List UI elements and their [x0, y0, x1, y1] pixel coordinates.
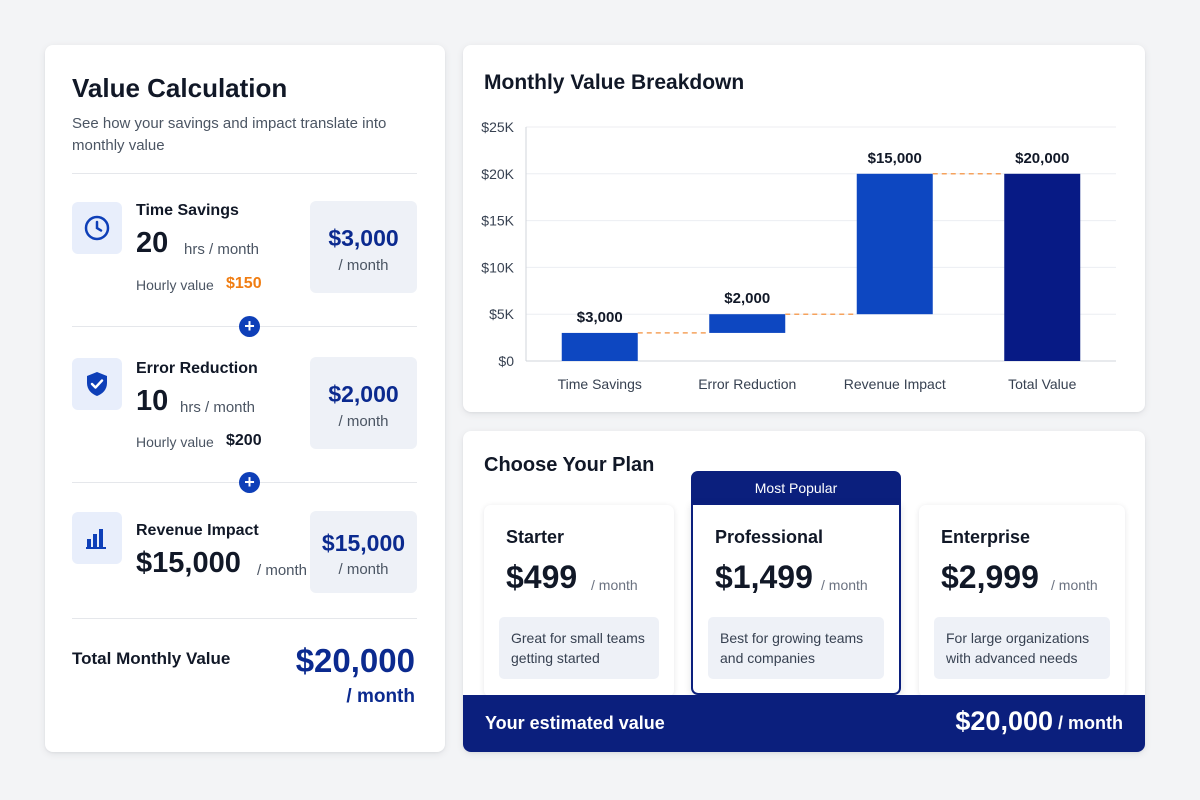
plan-price: $499 [506, 559, 578, 595]
choose-plan-card: Choose Your Plan Starter $499 / month Gr… [463, 431, 1145, 752]
plan-price: $2,999 [941, 559, 1039, 595]
plan-starter[interactable]: Starter $499 / month Great for small tea… [484, 505, 674, 697]
y-tick-label: $15K [481, 213, 514, 229]
plan-price-per: / month [821, 577, 868, 593]
plan-description: For large organizations with advanced ne… [934, 617, 1110, 679]
estimated-value-per: / month [1058, 713, 1123, 733]
plus-icon: + [239, 472, 260, 493]
x-tick-label: Revenue Impact [844, 376, 946, 392]
revenue-impact-unit: / month [257, 562, 308, 579]
y-tick-label: $0 [498, 353, 514, 369]
data-label: $20,000 [1015, 150, 1069, 167]
monthly-value-breakdown-card: Monthly Value Breakdown $0 $5K $10K $15K $20… [463, 45, 1145, 412]
y-tick-label: $25K [481, 119, 514, 135]
revenue-impact-value: $15,000 [321, 530, 406, 556]
revenue-impact-amount: $15,000 [136, 547, 241, 579]
error-reduction-icon-box [72, 358, 122, 410]
value-calculation-card: Value Calculation See how your savings a… [45, 45, 445, 752]
error-reduction-value: $2,000 [328, 381, 399, 407]
plan-price-per: / month [1051, 577, 1098, 593]
error-reduction-value-per: / month [338, 413, 389, 430]
total-monthly-value-label: Total Monthly Value [72, 649, 231, 668]
time-savings-value-per: / month [338, 257, 389, 274]
error-reduction-rate-label: Hourly value [136, 434, 214, 450]
plan-name: Starter [506, 527, 565, 547]
error-reduction-unit: hrs / month [180, 399, 256, 416]
time-savings-rate: $150 [226, 275, 262, 292]
plan-professional[interactable]: Professional $1,499 / month Best for gro… [691, 503, 901, 695]
x-tick-label: Error Reduction [698, 376, 796, 392]
time-savings-rate-label: Hourly value [136, 277, 214, 293]
revenue-impact-label: Revenue Impact [136, 522, 259, 539]
estimated-value: $20,000 [955, 706, 1053, 736]
time-savings-label: Time Savings [136, 202, 239, 219]
divider [72, 173, 417, 174]
error-reduction-label: Error Reduction [136, 360, 258, 377]
revenue-impact-value-box: $15,000 / month [310, 511, 417, 593]
value-calculation-title: Value Calculation [72, 73, 288, 103]
shield-check-icon [87, 372, 107, 396]
value-calculation-subtitle: See how your savings and impact translat… [72, 115, 387, 154]
chart-title: Monthly Value Breakdown [484, 71, 745, 94]
plan-price: $1,499 [715, 559, 813, 595]
estimated-value-label: Your estimated value [485, 713, 665, 733]
bar [1004, 173, 1081, 361]
bar-chart-icon [86, 529, 106, 549]
data-label: $3,000 [577, 309, 623, 326]
total-monthly-value-per: / month [346, 686, 415, 707]
revenue-impact-icon-box [72, 512, 122, 564]
error-reduction-value-box: $2,000 / month [310, 357, 417, 449]
bar [561, 332, 638, 361]
divider [72, 618, 417, 619]
time-savings-hours: 20 [136, 227, 169, 259]
plan-name: Enterprise [941, 527, 1031, 547]
time-savings-value: $3,000 [328, 225, 399, 251]
time-savings-icon-box [72, 202, 122, 254]
y-tick-label: $5K [489, 306, 515, 322]
y-tick-label: $20K [481, 166, 514, 182]
x-tick-label: Total Value [1008, 376, 1076, 392]
plan-description: Best for growing teams and companies [708, 617, 884, 679]
plan-price-per: / month [591, 577, 638, 593]
waterfall-chart: $0 $5K $10K $15K $20K $25K $3,000 Time Savings $… [481, 119, 1116, 392]
total-monthly-value: $20,000 [295, 642, 415, 679]
plus-icon: + [239, 316, 260, 337]
error-reduction-hours: 10 [136, 385, 169, 417]
plan-enterprise[interactable]: Enterprise $2,999 / month For large orga… [919, 505, 1125, 697]
clock-icon [84, 215, 110, 241]
revenue-impact-value-per: / month [338, 561, 389, 578]
bar [709, 314, 786, 333]
error-reduction-rate: $200 [226, 432, 262, 449]
y-tick-label: $10K [481, 259, 514, 275]
time-savings-value-box: $3,000 / month [310, 201, 417, 293]
data-label: $15,000 [868, 150, 922, 167]
plan-name: Professional [715, 527, 824, 547]
x-tick-label: Time Savings [558, 376, 642, 392]
most-popular-badge: Most Popular [691, 471, 901, 506]
time-savings-unit: hrs / month [184, 241, 260, 258]
data-label: $2,000 [724, 290, 770, 307]
plan-description: Great for small teams getting started [499, 617, 659, 679]
bar [856, 173, 933, 315]
choose-plan-title: Choose Your Plan [484, 454, 655, 476]
estimated-value-bar: Your estimated value $20,000 / month [463, 695, 1145, 752]
